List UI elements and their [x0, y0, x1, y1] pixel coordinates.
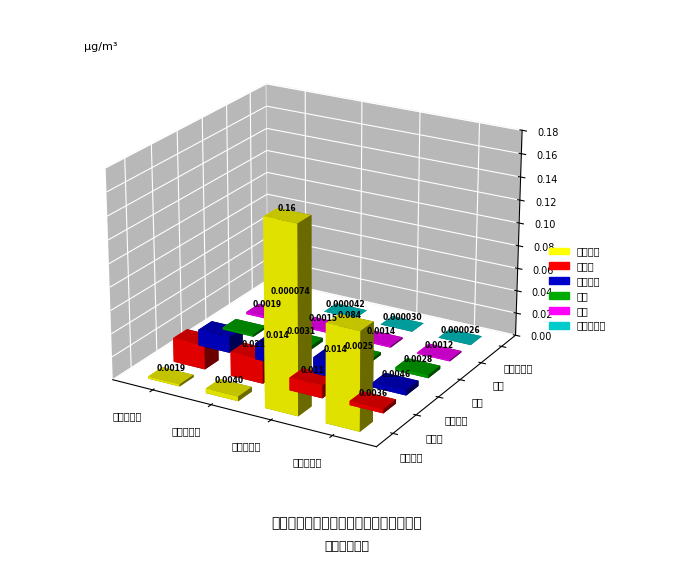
Text: 平成２４年度有害大気汚染物質年平均値: 平成２４年度有害大気汚染物質年平均値	[271, 516, 422, 530]
Text: （金属類１）: （金属類１）	[324, 540, 369, 553]
Legend: マンガン, クロム, ニッケル, 水銀, ヒ素, ベリリウム: マンガン, クロム, ニッケル, 水銀, ヒ素, ベリリウム	[545, 242, 610, 334]
Text: μg/m³: μg/m³	[84, 42, 117, 52]
